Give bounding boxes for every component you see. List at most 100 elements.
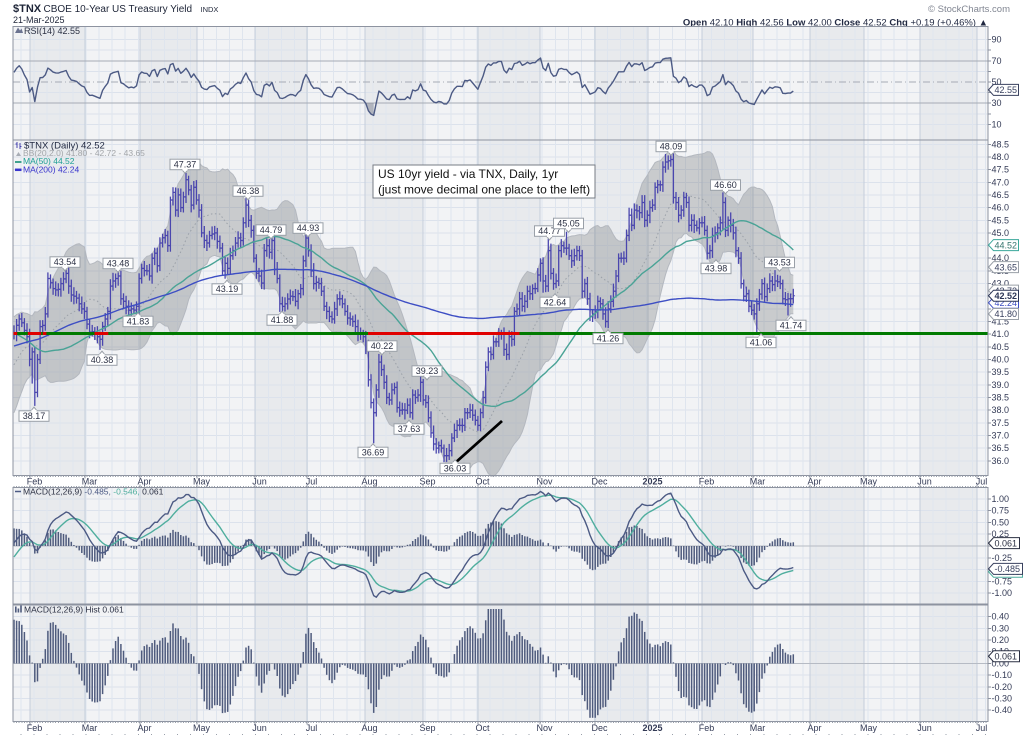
- svg-text:0.40: 0.40: [992, 612, 1010, 622]
- svg-text:0.75: 0.75: [992, 506, 1010, 516]
- svg-text:Jun: Jun: [917, 723, 932, 733]
- svg-text:Feb: Feb: [699, 723, 715, 733]
- svg-text:Jul: Jul: [976, 477, 988, 487]
- svg-text:2025: 2025: [642, 723, 662, 733]
- svg-text:Mar: Mar: [750, 477, 766, 487]
- svg-text:39.0: 39.0: [992, 380, 1010, 390]
- svg-text:INDX: INDX: [201, 5, 219, 14]
- svg-text:Apr: Apr: [137, 723, 151, 733]
- svg-text:Sep: Sep: [419, 723, 435, 733]
- svg-text:BB(20,2.0) 41.80 - 42.72 - 43.: BB(20,2.0) 41.80 - 42.72 - 43.65: [23, 148, 145, 158]
- svg-text:44.79: 44.79: [260, 225, 283, 235]
- svg-text:41.74: 41.74: [780, 321, 803, 331]
- svg-text:43.48: 43.48: [107, 259, 130, 269]
- svg-text:46.0: 46.0: [992, 203, 1010, 213]
- svg-text:Apr: Apr: [137, 477, 151, 487]
- svg-text:37.5: 37.5: [992, 418, 1010, 428]
- svg-text:Oct: Oct: [475, 723, 490, 733]
- svg-text:-0.485: -0.485: [995, 564, 1021, 574]
- svg-text:Sep: Sep: [419, 477, 435, 487]
- svg-text:Feb: Feb: [27, 723, 43, 733]
- svg-text:Feb: Feb: [27, 477, 43, 487]
- svg-text:43.53: 43.53: [768, 258, 791, 268]
- svg-text:39.23: 39.23: [416, 366, 439, 376]
- svg-text:-0.10: -0.10: [992, 670, 1013, 680]
- svg-text:37.63: 37.63: [398, 424, 421, 434]
- svg-text:42.55: 42.55: [995, 85, 1018, 95]
- svg-text:45.05: 45.05: [557, 219, 580, 229]
- svg-text:36.69: 36.69: [362, 448, 385, 458]
- svg-text:0.30: 0.30: [992, 623, 1010, 633]
- svg-text:Jul: Jul: [976, 723, 988, 733]
- svg-text:Apr: Apr: [807, 723, 821, 733]
- svg-text:40.22: 40.22: [371, 341, 394, 351]
- svg-text:(just move decimal one place t: (just move decimal one place to the left…: [378, 183, 590, 197]
- svg-text:Jul: Jul: [306, 723, 318, 733]
- svg-text:RSI(14) 42.55: RSI(14) 42.55: [24, 26, 80, 36]
- svg-text:0.061: 0.061: [995, 538, 1018, 548]
- svg-text:48.5: 48.5: [992, 139, 1010, 149]
- svg-text:-0.30: -0.30: [992, 694, 1013, 704]
- svg-text:36.0: 36.0: [992, 456, 1010, 466]
- svg-text:41.06: 41.06: [750, 338, 773, 348]
- svg-text:44.93: 44.93: [297, 223, 320, 233]
- svg-text:42.24: 42.24: [995, 298, 1018, 308]
- svg-text:48.0: 48.0: [992, 152, 1010, 162]
- svg-text:Jun: Jun: [917, 477, 932, 487]
- svg-text:May: May: [860, 477, 878, 487]
- svg-text:47.5: 47.5: [992, 165, 1010, 175]
- svg-text:1.00: 1.00: [992, 494, 1010, 504]
- svg-text:Jun: Jun: [252, 723, 267, 733]
- svg-text:Dec: Dec: [591, 723, 608, 733]
- svg-text:May: May: [860, 723, 878, 733]
- svg-text:MA(50) 44.52: MA(50) 44.52: [23, 156, 75, 166]
- svg-text:47.37: 47.37: [174, 160, 197, 170]
- svg-text:-0.20: -0.20: [992, 682, 1013, 692]
- svg-text:41.26: 41.26: [597, 334, 620, 344]
- svg-text:Dec: Dec: [591, 477, 608, 487]
- svg-text:10: 10: [992, 119, 1002, 129]
- svg-text:37.0: 37.0: [992, 431, 1010, 441]
- svg-text:46.38: 46.38: [237, 186, 260, 196]
- svg-text:Mar: Mar: [82, 477, 98, 487]
- svg-text:0.00: 0.00: [992, 658, 1010, 668]
- svg-text:Mar: Mar: [750, 723, 766, 733]
- svg-text:45.0: 45.0: [992, 228, 1010, 238]
- svg-text:0.061: 0.061: [995, 651, 1018, 661]
- svg-text:44.52: 44.52: [995, 240, 1018, 250]
- svg-text:41.83: 41.83: [127, 317, 150, 327]
- svg-text:43.98: 43.98: [705, 264, 728, 274]
- svg-text:MA(200) 42.24: MA(200) 42.24: [23, 164, 79, 174]
- svg-text:-0.75: -0.75: [992, 576, 1013, 586]
- svg-text:May: May: [193, 723, 211, 733]
- svg-text:43.0: 43.0: [992, 279, 1010, 289]
- svg-text:46.5: 46.5: [992, 190, 1010, 200]
- svg-text:MACD(12,26,9) Hist 0.061: MACD(12,26,9) Hist 0.061: [24, 604, 124, 614]
- svg-text:90: 90: [992, 35, 1002, 45]
- svg-text:0.25: 0.25: [992, 529, 1010, 539]
- svg-text:44.0: 44.0: [992, 253, 1010, 263]
- svg-text:Oct: Oct: [475, 477, 490, 487]
- svg-text:US 10yr yield - via TNX, Daily: US 10yr yield - via TNX, Daily, 1yr: [378, 167, 558, 181]
- svg-text:43.65: 43.65: [995, 262, 1018, 272]
- svg-text:Nov: Nov: [536, 477, 553, 487]
- svg-text:46.60: 46.60: [714, 180, 737, 190]
- svg-text:Mar: Mar: [82, 723, 98, 733]
- svg-text:Nov: Nov: [536, 723, 553, 733]
- svg-text:CBOE 10-Year US Treasury Yield: CBOE 10-Year US Treasury Yield: [44, 4, 193, 15]
- svg-text:Apr: Apr: [807, 477, 821, 487]
- svg-text:30: 30: [992, 98, 1002, 108]
- svg-text:43.54: 43.54: [54, 257, 77, 267]
- svg-text:48.09: 48.09: [660, 142, 683, 152]
- svg-text:$TNX: $TNX: [13, 3, 42, 15]
- svg-text:40.0: 40.0: [992, 355, 1010, 365]
- svg-text:43.19: 43.19: [216, 284, 239, 294]
- svg-text:44.77: 44.77: [538, 226, 561, 236]
- svg-text:0.20: 0.20: [992, 635, 1010, 645]
- svg-text:Aug: Aug: [361, 723, 377, 733]
- svg-text:70: 70: [992, 56, 1002, 66]
- svg-text:38.17: 38.17: [23, 411, 46, 421]
- svg-text:39.5: 39.5: [992, 367, 1010, 377]
- svg-text:41.5: 41.5: [992, 317, 1010, 327]
- svg-text:41.0: 41.0: [992, 329, 1010, 339]
